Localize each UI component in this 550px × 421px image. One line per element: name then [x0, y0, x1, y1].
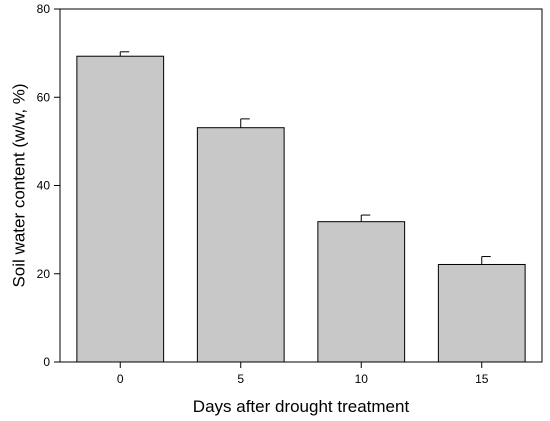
- bar-15: [437, 263, 526, 363]
- y-axis-ticks: 0 20 40 60 80: [37, 2, 60, 369]
- error-bars-layer: [119, 51, 491, 265]
- x-tick-label: 15: [475, 372, 489, 386]
- x-tick-label: 0: [117, 372, 124, 386]
- x-tick-label: 10: [355, 372, 369, 386]
- bar-0: [76, 55, 165, 363]
- y-tick-label: 80: [37, 2, 51, 16]
- x-tick-label: 5: [237, 372, 244, 386]
- y-tick-label: 40: [37, 179, 51, 193]
- x-axis-title: Days after drought treatment: [193, 397, 410, 416]
- bars-layer: [76, 55, 526, 363]
- bar-5: [196, 127, 285, 363]
- y-axis-title: Soil water content (w/w, %): [9, 83, 28, 287]
- y-tick-label: 20: [37, 267, 51, 281]
- y-tick-label: 0: [43, 355, 50, 369]
- bar-10: [317, 221, 406, 363]
- y-tick-label: 60: [37, 90, 51, 104]
- x-axis-ticks: 0 5 10 15: [117, 362, 489, 386]
